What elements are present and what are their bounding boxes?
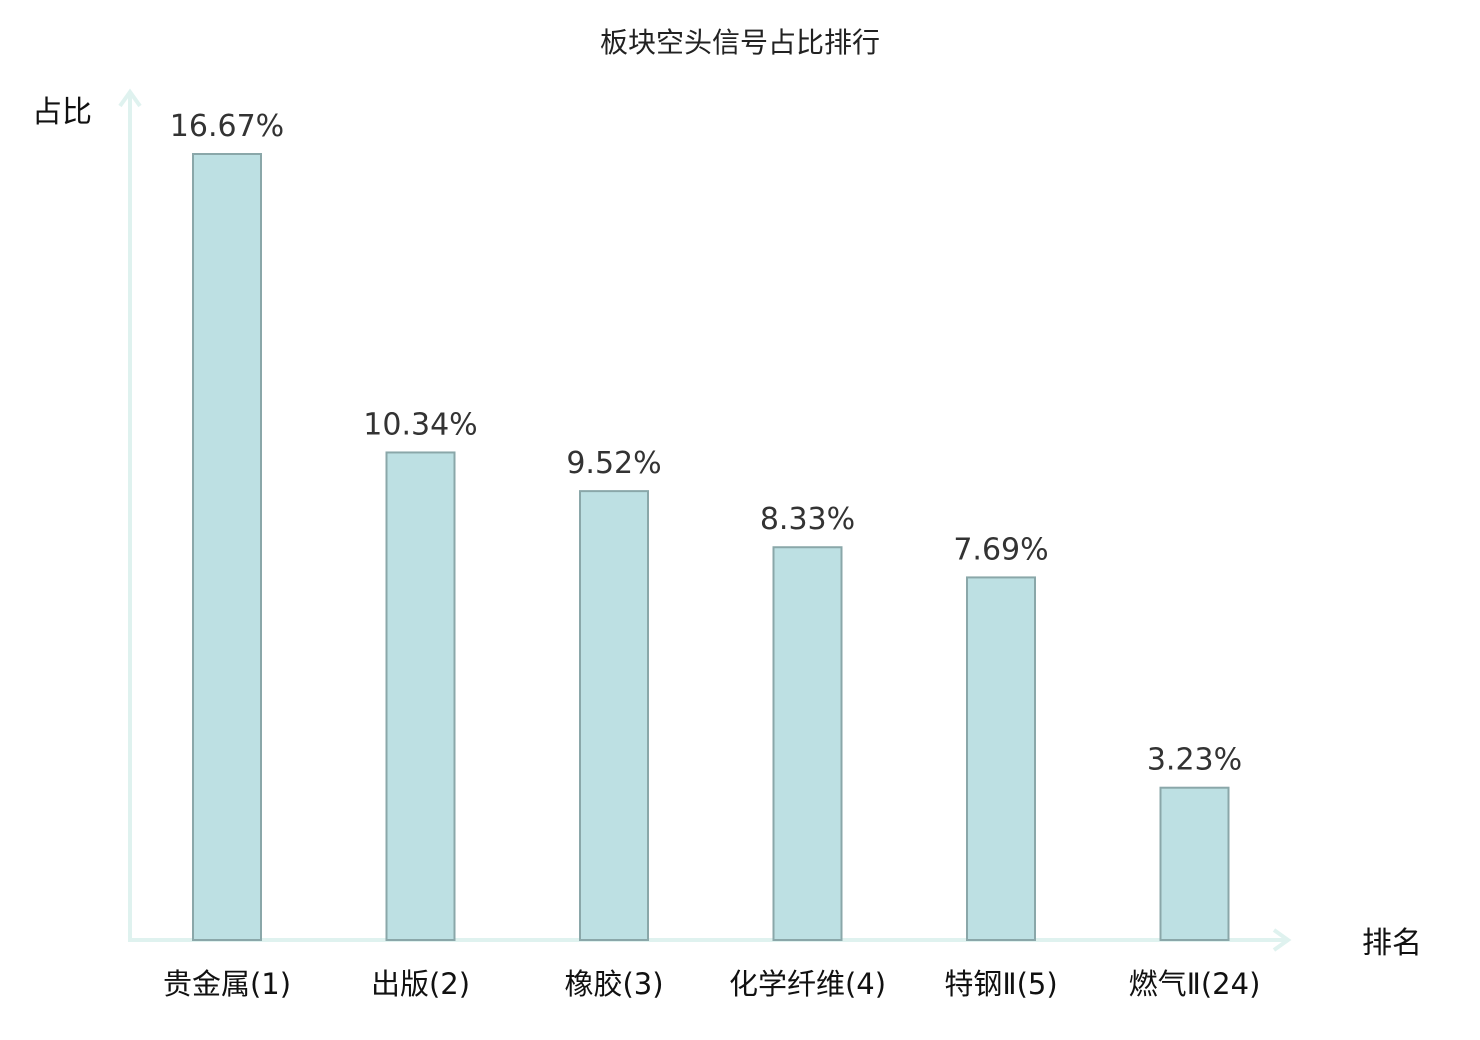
- category-tick-label: 化学纤维(4): [729, 967, 886, 1001]
- y-axis-arrow: [118, 88, 142, 108]
- bar-value-label: 16.67%: [170, 109, 284, 144]
- category-tick-label: 出版(2): [371, 967, 470, 1001]
- x-axis-label: 排名: [1362, 926, 1422, 961]
- y-axis-label: 占比: [32, 95, 92, 130]
- category-tick-label: 特钢Ⅱ(5): [944, 967, 1057, 1001]
- bar-value-label: 3.23%: [1147, 743, 1242, 778]
- category-tick-label: 贵金属(1): [163, 967, 291, 1001]
- bar: [1159, 786, 1230, 942]
- bar-value-label: 8.33%: [760, 502, 855, 537]
- bar-value-label: 10.34%: [363, 407, 477, 442]
- axes: [118, 88, 1292, 952]
- bar: [579, 490, 649, 941]
- category-labels: 贵金属(1) 出版(2) 橡胶(3) 化学纤维(4) 特钢Ⅱ(5) 燃气Ⅱ(24): [163, 967, 1260, 1001]
- bar-value-label: 9.52%: [566, 446, 661, 481]
- bar: [192, 153, 262, 941]
- category-tick-label: 橡胶(3): [564, 967, 663, 1001]
- value-labels: 16.67% 10.34% 9.52% 8.33% 7.69% 3.23%: [170, 109, 1242, 778]
- bars: [192, 153, 1230, 942]
- bar-value-label: 7.69%: [953, 532, 1048, 567]
- bar: [772, 546, 843, 942]
- bar: [385, 451, 456, 941]
- x-axis-arrow: [1272, 928, 1292, 952]
- bar: [966, 576, 1036, 941]
- category-tick-label: 燃气Ⅱ(24): [1129, 967, 1261, 1001]
- chart-title: 板块空头信号占比排行: [600, 26, 880, 59]
